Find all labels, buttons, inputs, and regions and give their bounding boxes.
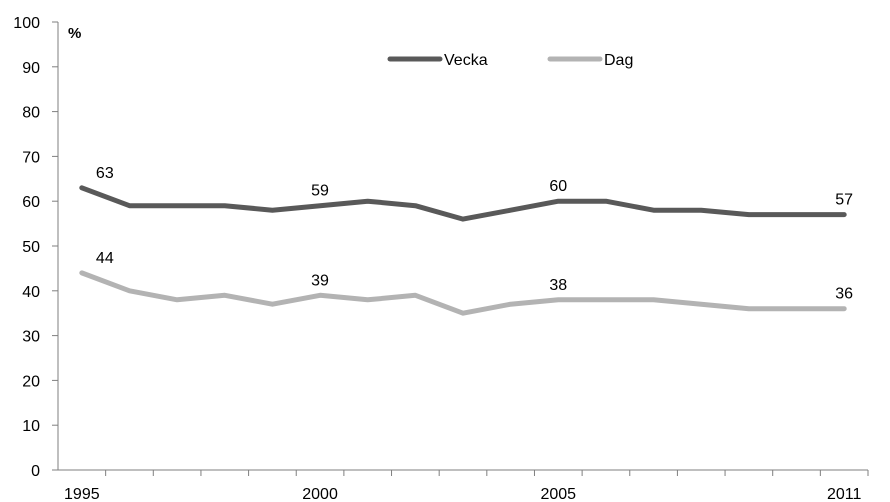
chart-series (79, 185, 847, 316)
data-label: 44 (96, 250, 114, 267)
data-label: 59 (311, 183, 329, 200)
y-tick-label: 80 (22, 105, 40, 122)
chart-legend: Vecka Dag (387, 52, 633, 69)
data-label: 57 (835, 192, 853, 209)
y-axis-unit-label: % (68, 25, 81, 42)
x-tick-label: 1995 (64, 486, 100, 502)
y-tick-label: 90 (22, 60, 40, 77)
data-label: 36 (835, 286, 853, 303)
y-tick-label: 30 (22, 329, 40, 346)
y-tick-label: 50 (22, 239, 40, 256)
x-tick-label: 2011 (827, 486, 862, 502)
y-tick-label: 40 (22, 284, 40, 301)
y-tick-label: 0 (31, 463, 40, 480)
x-tick-label: 2000 (302, 486, 338, 502)
data-label: 60 (549, 178, 567, 195)
data-label: 38 (549, 277, 567, 294)
legend-label-vecka: Vecka (444, 52, 488, 69)
y-tick-label: 60 (22, 194, 40, 211)
data-label: 39 (311, 272, 329, 289)
data-label: 63 (96, 165, 114, 182)
y-tick-label: 10 (22, 418, 40, 435)
y-tick-label: 20 (22, 373, 40, 390)
series-line-dag (79, 270, 847, 316)
legend-label-dag: Dag (604, 52, 633, 69)
x-tick-label: 2005 (540, 486, 576, 502)
y-tick-label: 70 (22, 149, 40, 166)
chart-data-labels: 63 59 60 57 44 39 38 36 (96, 165, 853, 303)
chart-ticks: 0 10 20 30 40 50 60 70 80 90 100 1995 2000 2005 2011 (13, 15, 869, 502)
chart-axes (57, 22, 868, 471)
y-tick-label: 100 (13, 15, 40, 32)
series-line-vecka (79, 185, 847, 222)
